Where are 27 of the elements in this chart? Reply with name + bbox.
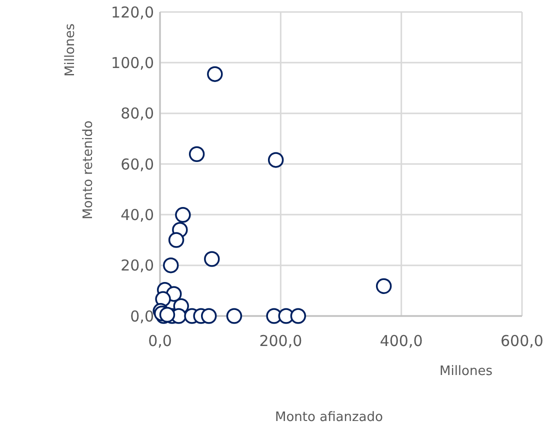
point [204, 251, 220, 267]
x-axis-title: Monto afianzado [275, 410, 384, 425]
point [200, 308, 217, 324]
point [290, 308, 306, 324]
y-tick-label: 40,0 [120, 206, 154, 224]
x-tick-label: 0,0 [148, 332, 172, 350]
y-tick-label: 0,0 [130, 307, 154, 326]
point [162, 257, 179, 274]
point [376, 278, 392, 294]
y-tick-label: 100,0 [111, 54, 154, 72]
point [207, 66, 223, 82]
x-tick-label: 200,0 [259, 332, 302, 350]
point [168, 232, 184, 248]
point [175, 207, 191, 223]
y-tick-label: 20,0 [120, 256, 154, 275]
x-tick-label: 600,0 [500, 332, 544, 350]
point [159, 306, 176, 323]
y-tick-label: 80,0 [120, 104, 154, 123]
x-tick-label: 400,0 [380, 332, 423, 350]
point [188, 146, 205, 162]
point [226, 308, 242, 324]
text: Millones [439, 364, 493, 379]
text: Millones [63, 23, 78, 77]
y-tick-label: 120,0 [111, 3, 154, 22]
y-axis-title: Monto retenido [81, 120, 96, 220]
y-tick-label: 60,0 [120, 155, 154, 174]
point [268, 152, 284, 168]
